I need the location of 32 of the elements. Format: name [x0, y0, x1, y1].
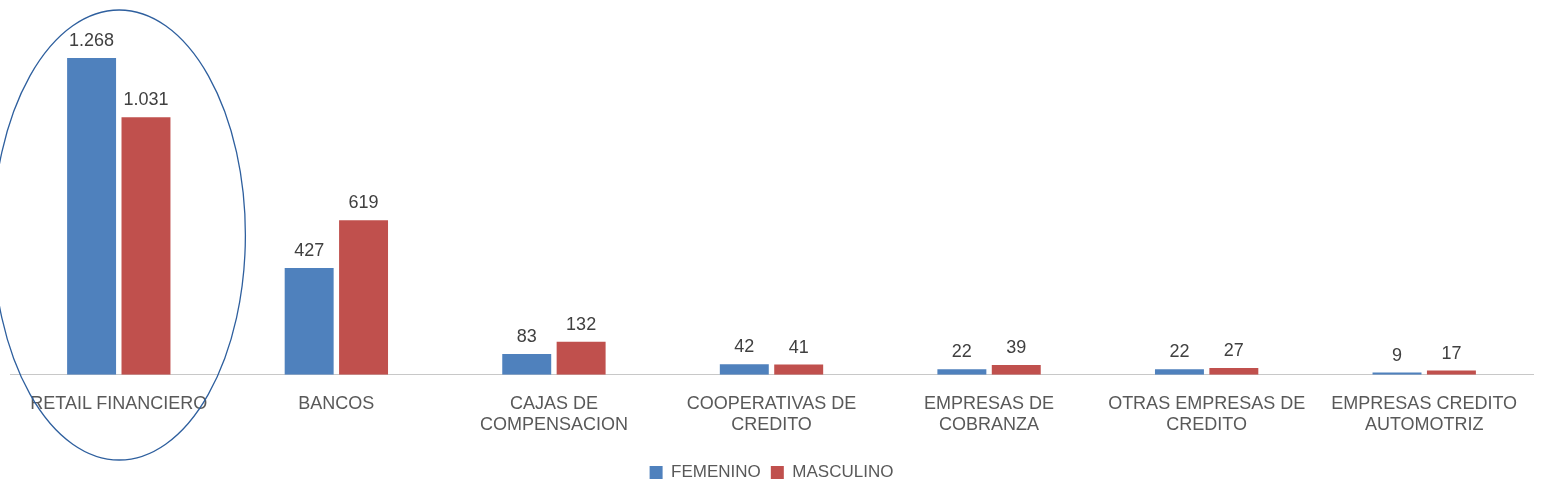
data-label: 83 — [516, 326, 537, 347]
data-label: 619 — [348, 192, 379, 213]
legend-label: FEMENINO — [671, 462, 761, 482]
x-tick-label: CAJAS DE COMPENSACION — [479, 392, 628, 435]
x-tick-label: OTRAS EMPRESAS DE CREDITO — [1108, 392, 1306, 435]
bar — [67, 58, 117, 375]
data-label: 427 — [294, 240, 325, 261]
bar — [121, 117, 171, 375]
legend-label: MASCULINO — [792, 462, 894, 482]
bar — [937, 369, 987, 375]
data-label: 41 — [788, 336, 809, 357]
bar — [556, 341, 606, 375]
data-label: 132 — [566, 313, 597, 334]
x-tick-label: EMPRESAS CREDITO AUTOMOTRIZ — [1331, 392, 1518, 435]
bar — [1154, 369, 1204, 375]
bar — [284, 268, 334, 375]
data-label: 22 — [1169, 341, 1190, 362]
x-tick-label: BANCOS — [298, 392, 375, 413]
bar — [502, 354, 552, 375]
bar — [991, 365, 1041, 375]
x-tick-label: EMPRESAS DE COBRANZA — [924, 392, 1055, 435]
data-label: 9 — [1392, 344, 1403, 365]
data-label: 39 — [1006, 337, 1027, 358]
data-label: 27 — [1223, 340, 1244, 361]
bar — [339, 220, 389, 375]
data-label: 22 — [951, 341, 972, 362]
data-label: 1.031 — [123, 89, 169, 110]
data-label: 17 — [1441, 342, 1462, 363]
bar — [719, 364, 769, 375]
data-label: 1.268 — [69, 29, 115, 50]
data-label: 42 — [734, 336, 755, 357]
x-tick-label: COOPERATIVAS DE CREDITO — [686, 392, 857, 435]
